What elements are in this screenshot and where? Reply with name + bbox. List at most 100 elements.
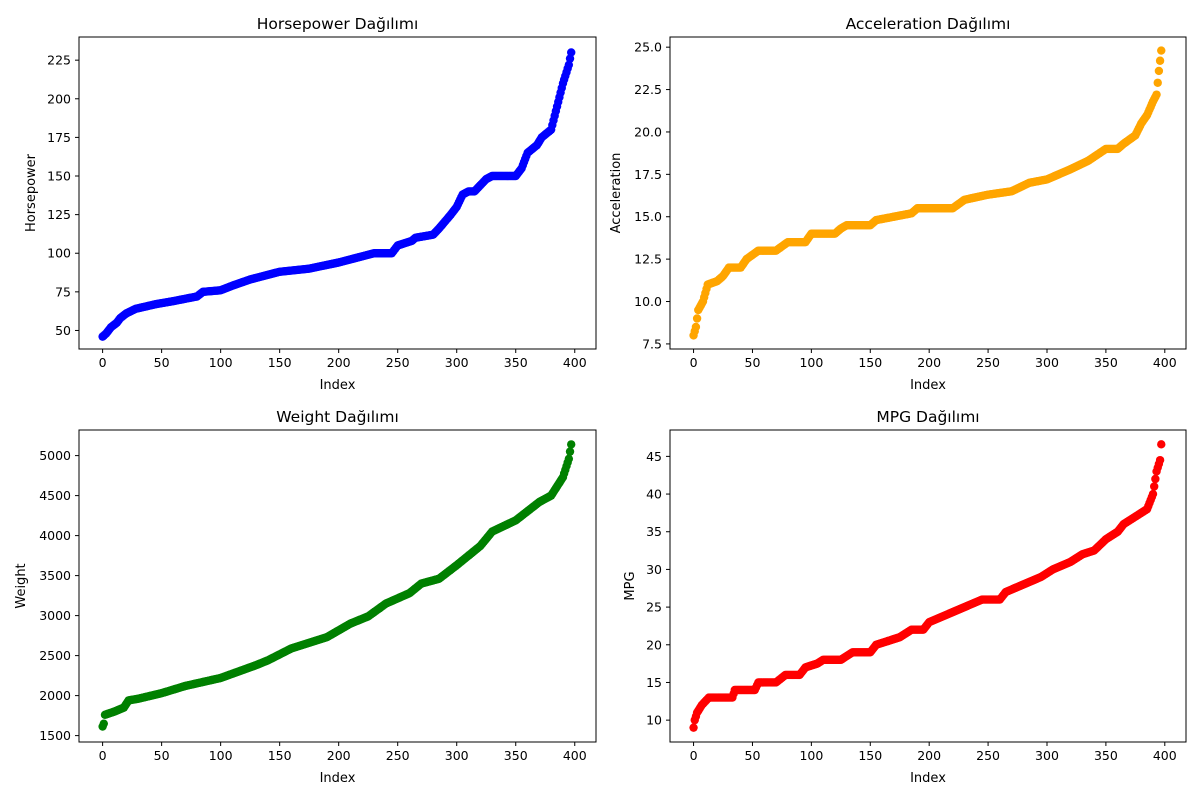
y-tick-label: 4000 xyxy=(39,528,71,543)
x-tick-label: 250 xyxy=(386,748,410,763)
x-tick-label: 100 xyxy=(799,355,823,370)
chart-panel: Weight Dağılımı 0 50 100 150 200 250 300 350 400… xyxy=(14,408,597,786)
data-point xyxy=(691,322,701,332)
x-tick-label: 50 xyxy=(745,355,761,370)
x-tick-label: 300 xyxy=(1035,355,1059,370)
x-axis-label: Index xyxy=(320,771,356,786)
y-tick-label: 10 xyxy=(646,713,662,728)
x-tick-label: 250 xyxy=(386,355,410,370)
axis-ticks: 0 50 100 150 200 250 300 350 400 7.5 10.0 12.5 15.0 1… xyxy=(634,40,1177,370)
data-point xyxy=(565,447,575,456)
scatter-points xyxy=(689,46,1166,340)
y-tick-label: 4500 xyxy=(39,488,71,503)
x-tick-label: 0 xyxy=(99,748,107,763)
x-tick-label: 400 xyxy=(1153,748,1177,763)
x-tick-label: 200 xyxy=(917,355,941,370)
y-tick-label: 50 xyxy=(55,323,71,338)
chart-panel: MPG Dağılımı 0 50 100 150 200 250 300 350 400 10 1… xyxy=(623,408,1187,786)
y-axis-label: Weight xyxy=(14,563,29,608)
y-tick-label: 150 xyxy=(47,169,71,184)
x-axis-label: Index xyxy=(910,771,946,786)
y-tick-label: 3500 xyxy=(39,568,71,583)
y-tick-label: 15.0 xyxy=(634,209,662,224)
y-tick-label: 10.0 xyxy=(634,294,662,309)
data-point xyxy=(1149,482,1159,491)
y-axis-label: MPG xyxy=(623,571,638,600)
y-tick-label: 225 xyxy=(47,53,71,68)
data-point xyxy=(1155,56,1165,65)
y-tick-label: 3000 xyxy=(39,608,71,623)
x-tick-label: 0 xyxy=(99,355,107,370)
data-point xyxy=(1148,489,1158,499)
axes-frame xyxy=(669,429,1187,743)
x-tick-label: 50 xyxy=(154,355,170,370)
x-tick-label: 350 xyxy=(1094,355,1118,370)
x-tick-label: 100 xyxy=(799,748,823,763)
data-point xyxy=(567,440,576,449)
x-tick-label: 300 xyxy=(445,748,469,763)
x-tick-label: 150 xyxy=(268,355,292,370)
y-tick-label: 200 xyxy=(47,91,71,106)
x-tick-label: 400 xyxy=(563,355,587,370)
x-axis-label: Index xyxy=(910,378,946,393)
y-tick-label: 40 xyxy=(646,487,662,502)
y-tick-label: 25 xyxy=(646,600,662,615)
x-tick-label: 150 xyxy=(858,748,882,763)
y-tick-label: 7.5 xyxy=(642,336,662,351)
data-point xyxy=(1157,440,1166,449)
x-tick-label: 150 xyxy=(858,355,882,370)
axis-ticks: 0 50 100 150 200 250 300 350 400 1500 2000 2500 3000… xyxy=(39,448,587,763)
chart-panel: Acceleration Dağılımı 0 50 100 150 200 250 300… xyxy=(609,15,1187,393)
axis-ticks: 0 50 100 150 200 250 300 350 400 50 75 100 125 150 175… xyxy=(47,53,587,370)
data-point xyxy=(99,719,108,728)
chart-title: Acceleration Dağılımı xyxy=(846,15,1011,33)
x-tick-label: 100 xyxy=(209,748,233,763)
y-tick-label: 45 xyxy=(646,449,662,464)
x-axis-label: Index xyxy=(320,378,356,393)
x-tick-label: 50 xyxy=(745,748,761,763)
axes-frame xyxy=(78,36,597,350)
y-tick-label: 25.0 xyxy=(634,40,662,55)
x-tick-label: 250 xyxy=(976,748,1000,763)
x-tick-label: 350 xyxy=(504,355,528,370)
data-point xyxy=(1151,474,1160,484)
scatter-points xyxy=(98,48,576,341)
data-point xyxy=(692,314,702,323)
x-tick-label: 200 xyxy=(327,748,351,763)
data-point xyxy=(689,723,698,732)
axes-frame xyxy=(669,36,1187,350)
y-tick-label: 35 xyxy=(646,524,662,539)
x-tick-label: 350 xyxy=(1094,748,1118,763)
data-point xyxy=(564,454,574,463)
x-tick-label: 50 xyxy=(154,748,170,763)
scatter-points xyxy=(98,440,576,731)
x-tick-label: 100 xyxy=(209,355,233,370)
y-tick-label: 2000 xyxy=(39,688,71,703)
x-tick-label: 250 xyxy=(976,355,1000,370)
y-tick-label: 22.5 xyxy=(634,82,662,97)
y-tick-label: 100 xyxy=(47,246,71,261)
axis-ticks: 0 50 100 150 200 250 300 350 400 10 15 20 25 30 35 40 45 xyxy=(646,449,1177,763)
y-tick-label: 20.0 xyxy=(634,124,662,139)
chart-title: MPG Dağılımı xyxy=(876,408,979,426)
x-tick-label: 200 xyxy=(327,355,351,370)
y-tick-label: 1500 xyxy=(39,728,71,743)
y-tick-label: 75 xyxy=(55,284,71,299)
axes-frame xyxy=(78,429,597,743)
data-point xyxy=(1155,455,1165,465)
chart-panel: Horsepower Dağılımı 0 50 100 150 200 250 300 35… xyxy=(24,15,597,393)
x-tick-label: 150 xyxy=(268,748,292,763)
y-tick-label: 12.5 xyxy=(634,252,662,267)
data-point xyxy=(1157,46,1166,55)
x-tick-label: 0 xyxy=(690,748,698,763)
chart-title: Weight Dağılımı xyxy=(276,408,399,426)
data-point xyxy=(1154,66,1164,76)
scatter-points xyxy=(689,440,1166,732)
y-tick-label: 30 xyxy=(646,562,662,577)
y-tick-label: 2500 xyxy=(39,648,71,663)
y-tick-label: 17.5 xyxy=(634,167,662,182)
y-tick-label: 5000 xyxy=(39,448,71,463)
x-tick-label: 0 xyxy=(690,355,698,370)
x-tick-label: 400 xyxy=(563,748,587,763)
